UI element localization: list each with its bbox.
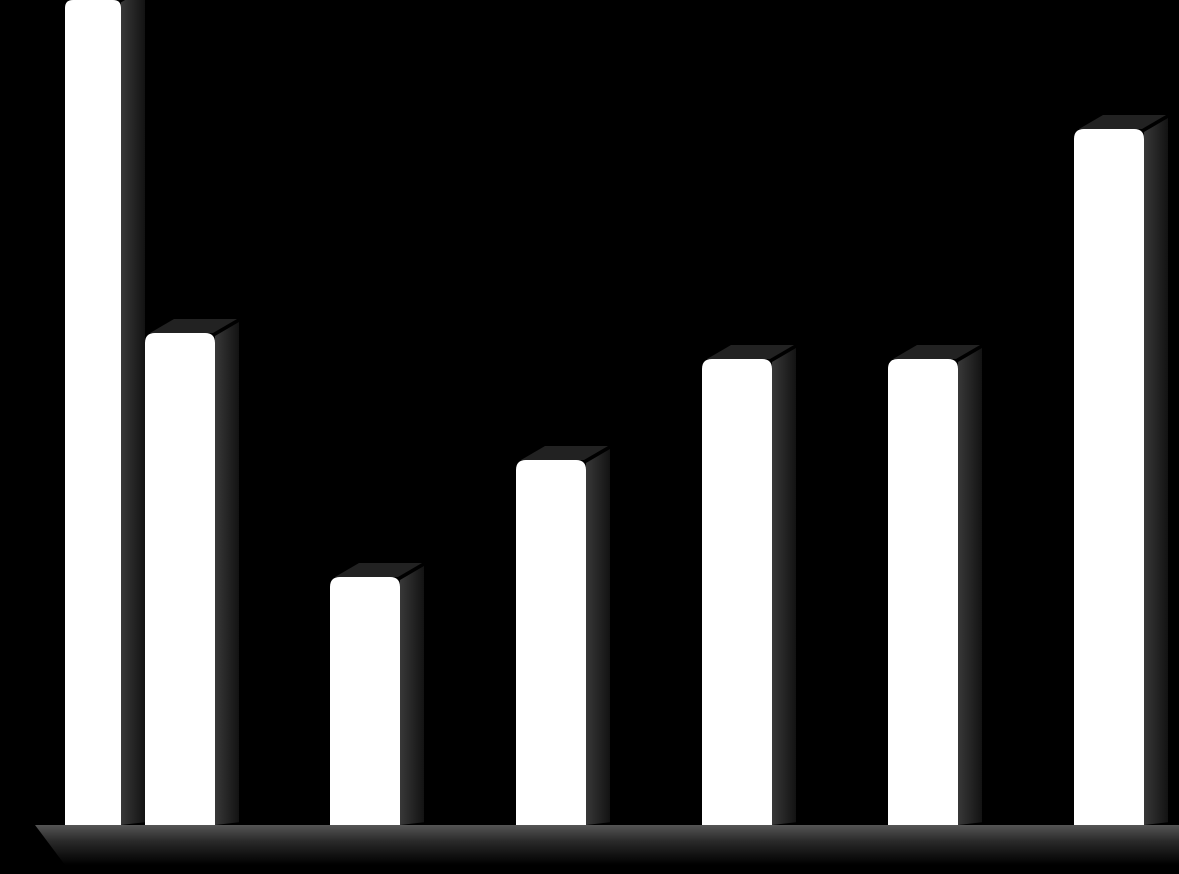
bar <box>888 359 958 825</box>
bar-side-shadow <box>121 0 145 825</box>
chart-svg <box>0 0 1179 874</box>
bar <box>516 460 586 825</box>
bar <box>330 577 400 825</box>
bar <box>1074 129 1144 825</box>
bar <box>702 359 772 825</box>
bar <box>145 333 215 825</box>
bar-chart <box>0 0 1179 874</box>
bar-side-shadow <box>772 348 796 825</box>
bar-side-shadow <box>400 566 424 825</box>
y-axis-bar <box>65 0 121 825</box>
bar-side-shadow <box>1144 118 1168 825</box>
bar-side-shadow <box>586 449 610 825</box>
bar-side-shadow <box>958 348 982 825</box>
bar-side-shadow <box>215 322 239 825</box>
